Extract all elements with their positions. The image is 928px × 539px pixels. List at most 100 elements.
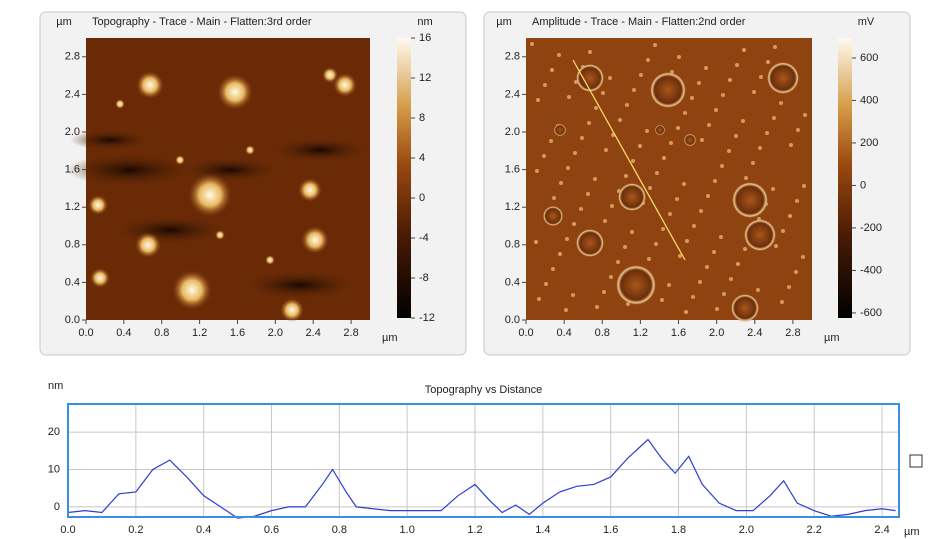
feature [172,270,212,310]
texture [735,63,739,67]
x-tick-label: 0.0 [78,327,93,339]
texture [697,81,701,85]
x-tick-label: 2.4 [306,327,321,339]
y-unit: µm [56,16,72,28]
x-tick-label: 2.2 [807,524,822,536]
y-tick-label: 0.0 [65,314,80,326]
colorbar-tick-label: -12 [419,312,435,324]
texture [705,265,709,269]
texture [683,111,687,115]
texture [794,270,798,274]
texture [727,149,731,153]
feature [188,173,232,217]
texture [549,139,553,143]
texture [646,58,650,62]
texture [766,60,770,64]
feature [322,67,338,83]
texture [535,169,539,173]
texture [588,50,592,54]
checkbox[interactable] [910,455,922,467]
texture [594,106,598,110]
x-unit: µm [904,526,920,538]
x-tick-label: 2.8 [785,327,800,339]
texture [752,90,756,94]
texture [676,126,680,130]
profile-line [68,440,896,519]
texture [788,214,792,218]
texture [667,283,671,287]
x-tick-label: 1.2 [633,327,648,339]
x-tick-label: 0.6 [264,524,279,536]
x-tick-label: 1.2 [192,327,207,339]
texture [593,177,597,181]
colorbar-tick-label: 4 [419,152,425,164]
y-tick-label: 1.6 [505,164,520,176]
texture [604,148,608,152]
texture [601,91,605,95]
texture [648,186,652,190]
texture [558,252,562,256]
texture [780,300,784,304]
colorbar [397,38,411,318]
texture [685,239,689,243]
texture [802,184,806,188]
texture [647,257,651,261]
texture [691,295,695,299]
texture [773,45,777,49]
y-tick-label: 2.4 [65,88,80,100]
feature [301,226,329,254]
texture [655,171,659,175]
feature [245,145,255,155]
texture [751,161,755,165]
x-tick-label: 2.0 [739,524,754,536]
texture [653,43,657,47]
texture [704,66,708,70]
y-tick-label: 1.2 [505,201,520,213]
texture [625,103,629,107]
x-tick-label: 2.4 [874,524,889,536]
texture [675,197,679,201]
texture [729,277,733,281]
feature [616,265,656,305]
texture [551,267,555,271]
x-tick-label: 0.4 [196,524,211,536]
x-unit: µm [382,332,398,344]
feature [215,230,225,240]
colorbar-tick-label: -400 [860,264,882,276]
y-tick-label: 0.8 [65,239,80,251]
texture [602,290,606,294]
colorbar-tick-label: 200 [860,137,878,149]
texture [564,308,568,312]
texture [662,156,666,160]
y-unit: µm [496,16,512,28]
colorbar-tick-label: 16 [419,32,431,44]
texture [719,235,723,239]
y-tick-label: 2.8 [65,51,80,63]
texture [624,174,628,178]
x-tick-label: 0.2 [128,524,143,536]
texture [566,166,570,170]
x-tick-label: 1.2 [467,524,482,536]
texture [609,275,613,279]
texture [586,192,590,196]
texture [756,288,760,292]
x-tick-label: 0.8 [595,327,610,339]
texture [550,68,554,72]
texture [559,181,563,185]
y-tick-label: 1.6 [65,164,80,176]
texture [707,123,711,127]
colorbar-tick-label: -4 [419,232,429,244]
y-tick-label: 2.0 [65,126,80,138]
texture [557,53,561,57]
texture [700,138,704,142]
texture [771,187,775,191]
colorbar-tick-label: 400 [860,94,878,106]
color-unit: nm [417,16,432,28]
texture [736,262,740,266]
x-tick-label: 1.8 [671,524,686,536]
texture [660,298,664,302]
x-tick-label: 0.8 [332,524,347,536]
texture [608,76,612,80]
colorbar-tick-label: 8 [419,112,425,124]
y-tick-label: 0.8 [505,239,520,251]
